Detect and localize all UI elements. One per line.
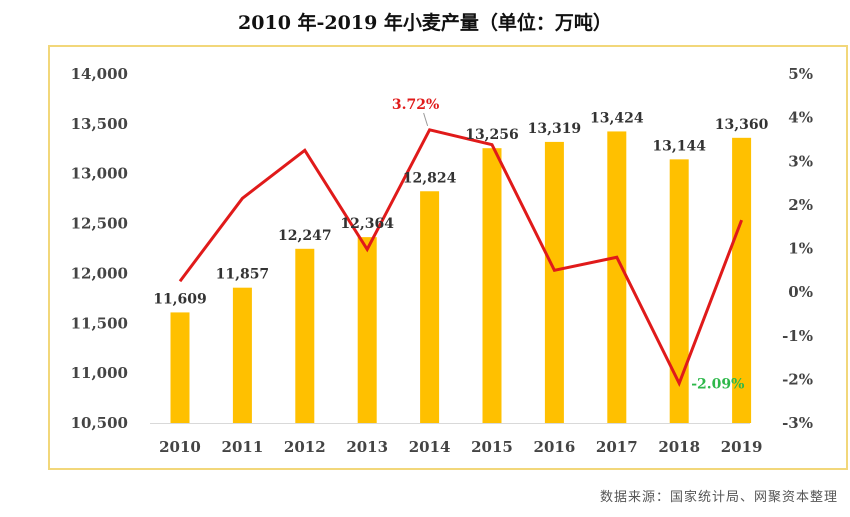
max-growth-annotation: 3.72% <box>392 97 439 113</box>
left-tick-label: 11,500 <box>71 314 128 332</box>
chart-canvas: 10,500 11,000 11,500 12,000 12,500 13,000 13,5… <box>71 65 813 456</box>
x-tick-label: 2018 <box>658 438 700 456</box>
left-axis: 10,500 11,000 11,500 12,000 12,500 13,000 13,5… <box>71 65 128 432</box>
x-tick-label: 2016 <box>534 438 576 456</box>
x-tick-label: 2013 <box>346 438 388 456</box>
data-labels-layer: 11,609 11,857 12,247 12,364 12,824 13,256 13,3… <box>153 110 768 307</box>
right-tick-label: 5% <box>788 65 813 83</box>
x-tick-label: 2011 <box>222 438 264 456</box>
bar-2011 <box>232 287 252 423</box>
annotations-layer: 3.72% -2.09% <box>392 97 745 392</box>
bar-2012 <box>295 248 315 423</box>
bar-2019 <box>732 137 752 423</box>
bar-2010 <box>170 312 190 423</box>
right-tick-label: 3% <box>788 152 813 170</box>
line-layer <box>178 128 744 388</box>
right-tick-label: 4% <box>788 109 813 127</box>
x-tick-label: 2014 <box>409 438 451 456</box>
bar-value-label: 11,609 <box>153 291 207 307</box>
bar-value-label: 13,360 <box>715 117 769 133</box>
right-tick-label: 0% <box>788 283 813 301</box>
left-tick-label: 12,000 <box>71 264 128 282</box>
left-tick-label: 14,000 <box>71 65 128 83</box>
bar-2014 <box>420 191 440 423</box>
left-tick-label: 13,500 <box>71 115 128 133</box>
bar-2018 <box>669 159 689 423</box>
bar-value-label: 12,824 <box>403 170 457 186</box>
bars-layer <box>170 131 752 423</box>
right-tick-label: -1% <box>782 327 813 345</box>
x-tick-label: 2010 <box>159 438 201 456</box>
bar-value-label: 13,424 <box>590 110 644 126</box>
bar-value-label: 12,247 <box>278 228 332 244</box>
min-growth-annotation: -2.09% <box>691 376 744 392</box>
bar-2017 <box>607 131 627 423</box>
chart-title: 2010 年-2019 年小麦产量（单位：万吨） <box>238 12 612 34</box>
bar-value-label: 13,256 <box>465 127 519 143</box>
bar-2016 <box>544 141 564 423</box>
chart-frame: 10,500 11,000 11,500 12,000 12,500 13,000 13,5… <box>48 45 848 470</box>
right-axis: -3% -2% -1% 0% 1% 2% 3% 4% 5% <box>782 65 813 432</box>
annotation-leader-line <box>423 112 429 126</box>
right-tick-label: 2% <box>788 196 813 214</box>
left-tick-label: 10,500 <box>71 414 128 432</box>
bar-value-label: 13,144 <box>652 138 706 154</box>
bar-2013 <box>357 237 377 423</box>
x-tick-label: 2015 <box>471 438 513 456</box>
x-tick-label: 2019 <box>721 438 763 456</box>
left-tick-label: 11,000 <box>71 364 128 382</box>
right-tick-label: -3% <box>782 414 813 432</box>
bar-2015 <box>482 148 502 423</box>
right-tick-label: -2% <box>782 370 813 388</box>
bar-value-label: 11,857 <box>216 267 270 283</box>
left-tick-label: 12,500 <box>71 215 128 233</box>
x-axis: 2010 2011 2012 2013 2014 2015 2016 2017 2018 2019 <box>150 423 763 456</box>
source-note: 数据来源：国家统计局、网聚资本整理 <box>599 490 838 505</box>
bar-value-label: 12,364 <box>340 216 394 232</box>
right-tick-label: 1% <box>788 240 813 258</box>
growth-rate-line <box>178 128 744 388</box>
x-tick-label: 2017 <box>596 438 638 456</box>
x-tick-label: 2012 <box>284 438 326 456</box>
bar-value-label: 13,319 <box>528 121 582 137</box>
left-tick-label: 13,000 <box>71 165 128 183</box>
